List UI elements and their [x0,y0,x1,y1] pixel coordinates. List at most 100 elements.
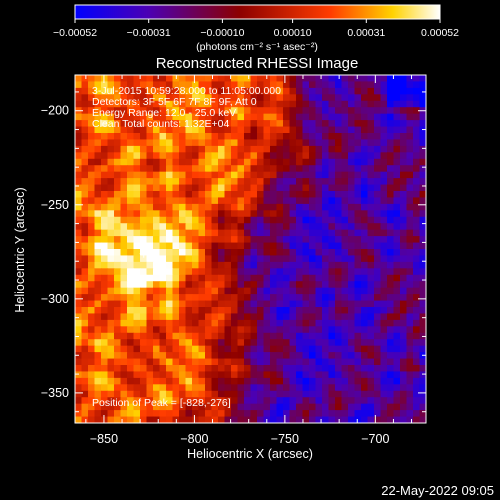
heatmap-cell [127,281,135,289]
heatmap-cell [218,326,226,334]
heatmap-cell [198,171,206,179]
heatmap-cell [270,87,278,95]
heatmap-cell [393,365,401,373]
heatmap-cell [263,300,271,308]
heatmap-cell [107,274,115,282]
heatmap-cell [257,139,265,147]
heatmap-cell [185,410,193,418]
heatmap-cell [127,371,135,379]
heatmap-cell [289,326,297,334]
heatmap-cell [120,191,128,199]
heatmap-cell [153,236,161,244]
heatmap-cell [231,139,239,147]
heatmap-cell [400,165,408,173]
heatmap-cell [172,216,180,224]
heatmap-cell [88,113,96,121]
heatmap-cell [198,184,206,192]
heatmap-cell [367,107,375,115]
heatmap-cell [296,100,304,108]
heatmap-cell [250,403,258,411]
heatmap-cell [322,377,330,385]
heatmap-cell [231,191,239,199]
heatmap-cell [270,307,278,315]
heatmap-cell [257,319,265,327]
heatmap-cell [296,377,304,385]
heatmap-cell [120,339,128,347]
heatmap-cell [335,397,343,405]
heatmap-cell [348,339,356,347]
heatmap-cell [75,384,83,392]
heatmap-cell [276,133,284,141]
heatmap-cell [309,223,317,231]
heatmap-cell [322,107,330,115]
heatmap-cell [270,384,278,392]
heatmap-cell [374,255,382,263]
heatmap-cell [296,313,304,321]
heatmap-cell [296,210,304,218]
heatmap-cell [159,287,167,295]
heatmap-cell [393,294,401,302]
heatmap-cell [172,274,180,282]
heatmap-cell [237,416,245,423]
heatmap-cell [224,133,232,141]
heatmap-cell [296,332,304,340]
heatmap-cell [315,281,323,289]
heatmap-cell [224,345,232,353]
heatmap-cell [419,152,426,160]
heatmap-cell [341,410,349,418]
heatmap-cell [322,319,330,327]
heatmap-cell [75,197,83,205]
heatmap-cell [309,203,317,211]
heatmap-cell [244,87,252,95]
heatmap-cell [302,384,310,392]
heatmap-cell [114,377,122,385]
heatmap-cell [192,300,200,308]
heatmap-cell [88,365,96,373]
heatmap-cell [81,371,89,379]
heatmap-cell [283,120,291,128]
heatmap-cell [400,332,408,340]
heatmap-cell [224,223,232,231]
heatmap-cell [140,339,148,347]
heatmap-cell [400,184,408,192]
heatmap-cell [81,133,89,141]
heatmap-cell [341,94,349,102]
heatmap-cell [276,242,284,250]
heatmap-cell [315,397,323,405]
heatmap-cell [276,107,284,115]
heatmap-cell [250,287,258,295]
heatmap-cell [263,319,271,327]
heatmap-cell [231,261,239,269]
x-axis-label: Heliocentric X (arcsec) [187,447,313,461]
heatmap-cell [341,261,349,269]
heatmap-cell [120,229,128,237]
heatmap-cell [75,307,83,315]
heatmap-cell [107,268,115,276]
heatmap-cell [257,384,265,392]
heatmap-cell [367,223,375,231]
heatmap-cell [406,178,414,186]
heatmap-cell [335,94,343,102]
heatmap-cell [419,133,426,141]
heatmap-cell [276,139,284,147]
heatmap-cell [361,165,369,173]
heatmap-cell [133,274,141,282]
heatmap-cell [328,410,336,418]
heatmap-cell [361,371,369,379]
heatmap-cell [127,75,135,83]
heatmap-cell [387,307,395,315]
heatmap-cell [107,94,115,102]
heatmap-cell [322,223,330,231]
heatmap-cell [296,158,304,166]
heatmap-cell [107,300,115,308]
heatmap-cell [75,326,83,334]
heatmap-cell [81,390,89,398]
heatmap-cell [257,229,265,237]
heatmap-cell [263,87,271,95]
heatmap-cell [81,165,89,173]
heatmap-cell [270,390,278,398]
heatmap-cell [335,81,343,89]
heatmap-cell [133,191,141,199]
heatmap-cell [387,261,395,269]
heatmap-cell [328,365,336,373]
